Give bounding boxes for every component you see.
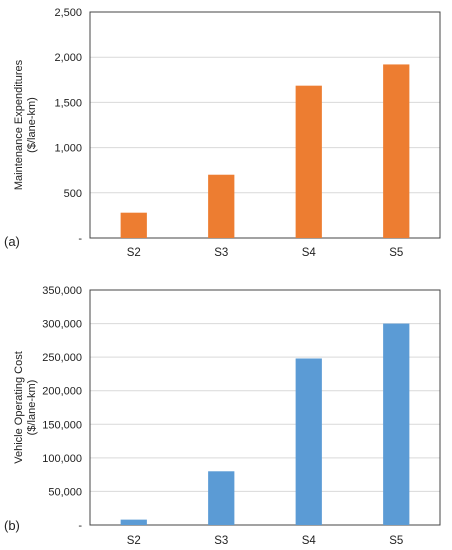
y-tick-label: - bbox=[78, 233, 82, 245]
bar bbox=[120, 519, 147, 525]
x-tick-labels-b: S2 S3 S4 S5 bbox=[127, 535, 404, 547]
y-tick-label: 2,000 bbox=[54, 52, 82, 64]
plot-frame-b bbox=[89, 289, 441, 526]
y-tick-label: 150,000 bbox=[42, 419, 82, 431]
y-tick-label: 100,000 bbox=[42, 453, 82, 465]
y-tick-label: 500 bbox=[64, 188, 82, 200]
bar bbox=[295, 85, 322, 239]
bar bbox=[383, 64, 410, 238]
plot-frame-a bbox=[89, 11, 441, 239]
y-axis-label-b-line1: Vehicle Operating Cost bbox=[13, 351, 25, 464]
bar bbox=[295, 358, 322, 525]
bar bbox=[208, 174, 235, 238]
y-tick-label: 250,000 bbox=[42, 352, 82, 364]
bar bbox=[120, 212, 147, 238]
y-tick-label: - bbox=[78, 520, 82, 532]
y-tick-label: 1,500 bbox=[54, 97, 82, 109]
gridlines-a bbox=[90, 56, 440, 194]
y-axis-label-b-line2: ($/lane-km) bbox=[26, 380, 38, 436]
x-tick-label: S2 bbox=[127, 535, 141, 547]
chart-panel-b: - 50,000 100,000 150,000 200,000 250,000 300,0… bbox=[4, 285, 441, 547]
y-tick-label: 50,000 bbox=[48, 486, 82, 498]
x-tick-labels-a: S2 S3 S4 S5 bbox=[127, 247, 404, 259]
y-tick-labels-b: - 50,000 100,000 150,000 200,000 250,000 300,0… bbox=[42, 285, 82, 532]
y-tick-labels-a: - 500 1,000 1,500 2,000 2,500 bbox=[54, 7, 82, 245]
x-tick-label: S5 bbox=[389, 247, 403, 259]
gridlines-b bbox=[90, 323, 440, 492]
chart-panel-a: - 500 1,000 1,500 2,000 2,500 S2 S3 S4 S5 Mainte… bbox=[4, 7, 441, 259]
x-tick-label: S3 bbox=[214, 535, 228, 547]
y-tick-label: 1,000 bbox=[54, 143, 82, 155]
bar bbox=[208, 471, 235, 525]
y-tick-label: 200,000 bbox=[42, 386, 82, 398]
x-tick-label: S5 bbox=[389, 535, 403, 547]
y-tick-label: 2,500 bbox=[54, 7, 82, 19]
bar bbox=[383, 323, 410, 525]
x-tick-label: S4 bbox=[302, 247, 317, 259]
bars-a bbox=[120, 64, 410, 239]
y-tick-label: 350,000 bbox=[42, 285, 82, 297]
y-axis-label-a-line2: ($/lane-km) bbox=[26, 97, 38, 153]
panel-label-a: (a) bbox=[4, 234, 20, 249]
panel-label-b: (b) bbox=[4, 518, 20, 533]
bars-b bbox=[120, 323, 410, 525]
y-tick-label: 300,000 bbox=[42, 319, 82, 331]
x-tick-label: S2 bbox=[127, 247, 141, 259]
x-tick-label: S4 bbox=[302, 535, 317, 547]
y-axis-label-a-line1: Maintenance Expenditures bbox=[13, 59, 25, 190]
x-tick-label: S3 bbox=[214, 247, 228, 259]
